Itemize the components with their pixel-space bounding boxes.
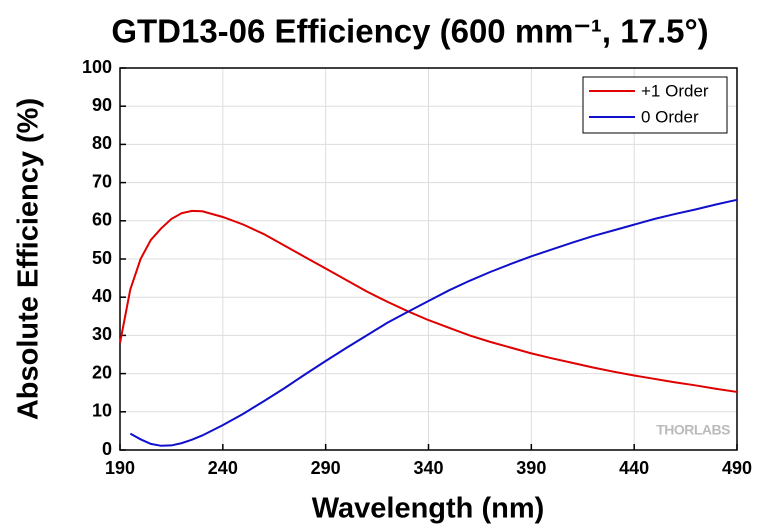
y-axis-title: Absolute Efficiency (%) — [13, 98, 45, 420]
y-tick-label: 30 — [92, 324, 112, 344]
watermark: THORLABS — [656, 422, 730, 438]
y-tick-label: 70 — [92, 171, 112, 191]
legend-box — [582, 76, 728, 134]
chart-title: GTD13-06 Efficiency (600 mm⁻¹, 17.5°) — [111, 13, 708, 50]
y-tick-label: 40 — [92, 286, 112, 306]
line-series — [129, 198, 738, 447]
x-tick-label: 440 — [619, 458, 649, 478]
y-tick-label: 10 — [92, 401, 112, 421]
y-tick-label: 50 — [92, 248, 112, 268]
x-tick-label: 240 — [208, 458, 238, 478]
y-tick-label: 0 — [102, 439, 112, 459]
y-tick-label: 60 — [92, 210, 112, 230]
line-series — [119, 209, 738, 393]
y-tick-label: 80 — [92, 133, 112, 153]
x-axis-title: Wavelength (nm) — [312, 493, 545, 525]
x-tick-label: 340 — [413, 458, 443, 478]
legend-label: +1 Order — [641, 81, 709, 100]
x-tick-label: 190 — [105, 458, 135, 478]
y-tick-label: 90 — [92, 95, 112, 115]
y-tick-label: 100 — [82, 57, 112, 77]
x-tick-label: 390 — [516, 458, 546, 478]
legend-label: 0 Order — [641, 107, 699, 126]
x-tick-label: 490 — [722, 458, 752, 478]
y-tick-label: 20 — [92, 362, 112, 382]
plot-frame — [119, 67, 738, 451]
x-tick-label: 290 — [311, 458, 341, 478]
